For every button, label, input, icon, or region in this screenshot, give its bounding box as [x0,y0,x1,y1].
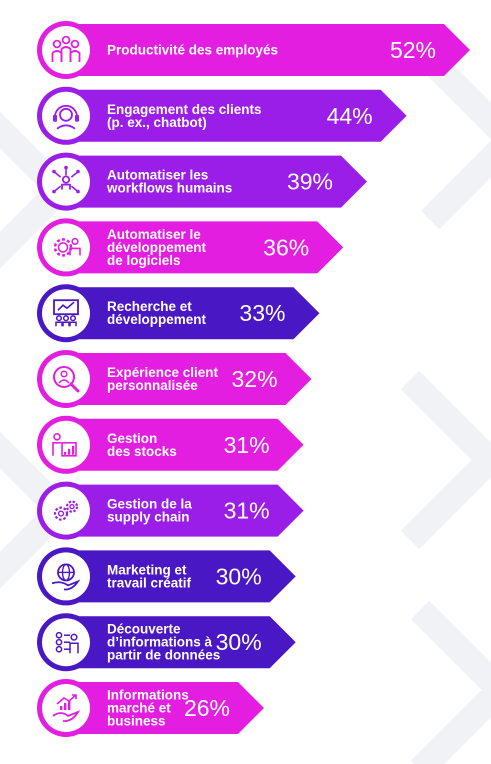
bar-row: Informations marché et business 26% [37,679,264,737]
gear-developer-icon [53,237,81,257]
bar-value: 33% [239,300,285,326]
bar-label: Gestion des stocks [107,431,177,459]
bar-row: Gestion des stocks 31% [37,415,304,474]
bar-row: Automatiser le développement de logiciels 3… [37,218,344,277]
bar [58,89,407,142]
icon-disc [42,157,90,206]
market-growth-icon [52,694,81,722]
workflow-people-icon [52,165,80,194]
headset-agent-icon [53,104,79,130]
search-person-icon [53,366,80,393]
bar [58,682,264,734]
icon-disc [42,289,90,338]
bar-row: Productivité des employés 52% [37,21,470,79]
globe-hand-icon [51,563,81,591]
bar-label: Productivité des employés [107,43,278,58]
bar [58,616,296,669]
bar-value: 26% [184,695,230,721]
bar-row: Recherche et développement 33% [37,284,320,343]
bar [58,221,344,274]
bar-label: Informations marché et business [107,688,189,729]
bar-label: Découverte d’informations à partir de donn… [107,622,220,663]
icon-disc [42,420,90,469]
bar [58,287,320,340]
bar-value: 36% [263,234,309,260]
bar-label: Recherche et développement [107,299,207,327]
bar-value: 39% [287,169,333,195]
icon-disc [42,26,90,74]
bar-row: Expérience client personnalisée 32% [37,350,312,408]
bar-row: Automatiser les workflows humains 39% [37,152,367,211]
bar-label: Automatiser les workflows humains [106,168,232,196]
employees-icon [51,35,81,62]
bar-label: Automatiser le développement de logiciels [107,227,207,268]
gears-icon [53,500,79,521]
presentation-board-icon [53,299,79,327]
icon-disc [42,91,90,140]
bar-row: Engagement des clients (p. ex., chatbot) 4… [37,86,407,145]
bar [58,155,367,208]
bar [58,353,312,405]
bar-value: 31% [224,498,270,524]
bar-row: Découverte d’informations à partir de donn… [37,613,296,672]
bar-row: Gestion de la supply chain 31% [37,481,304,540]
bar [58,484,304,537]
bar-label: Engagement des clients (p. ex., chatbot) [107,102,262,130]
stock-chart-icon [52,432,77,457]
icon-disc [42,355,90,403]
data-discovery-icon [55,631,79,654]
bar [58,550,296,603]
bar [58,24,470,76]
icon-disc [42,486,90,535]
bar-row: Marketing et travail créatif 30% [37,547,296,606]
bar-value: 32% [231,366,277,392]
bar-value: 30% [216,563,262,589]
bar-label: Gestion de la supply chain [107,497,192,525]
bar-value: 31% [224,432,270,458]
bar-label: Expérience client personnalisée [107,365,219,393]
icon-disc [42,552,90,601]
icon-disc [42,223,90,272]
bar-value: 30% [216,629,262,655]
bar-value: 44% [327,103,373,129]
bar [58,418,304,471]
bar-value: 52% [390,37,436,63]
bar-label: Marketing et travail créatif [107,562,192,590]
